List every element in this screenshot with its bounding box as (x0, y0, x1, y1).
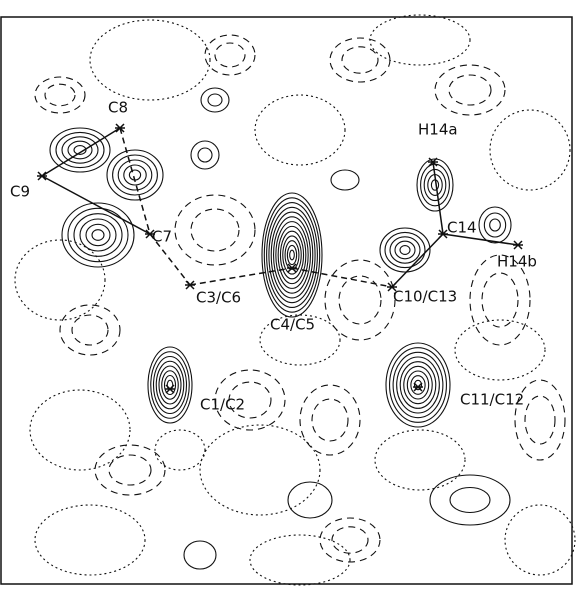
contour-negative (45, 84, 75, 106)
contour-zero (15, 240, 105, 320)
contour-negative (312, 399, 348, 441)
contour-negative (35, 77, 85, 113)
contour-zero (250, 535, 350, 585)
contour-positive (395, 241, 415, 259)
contour-negative (175, 195, 255, 265)
contour-negative (342, 47, 378, 73)
contour-zero (255, 95, 345, 165)
contour-positive (156, 361, 184, 409)
contour-positive (287, 245, 296, 264)
contour-positive (400, 362, 436, 409)
contour-positive (68, 208, 128, 261)
contour-negative (435, 65, 505, 115)
contour-zero (370, 15, 470, 65)
contour-positive (184, 541, 216, 569)
contour-negative (191, 209, 239, 251)
contour-zero (155, 430, 205, 470)
contour-negative (95, 445, 165, 495)
contour-zero (455, 320, 545, 380)
atom-label: C14 (447, 219, 477, 237)
bond (120, 128, 150, 234)
contour-zero (200, 425, 320, 515)
contour-positive (290, 250, 295, 260)
contour-positive (86, 224, 110, 245)
contour-map: C8 C9 C7 C3/C6 C4/C5 C10/C13 C14 H14a H14b C1/C2 C… (0, 0, 576, 587)
contour-negative (325, 260, 395, 340)
contour-zero (490, 110, 570, 190)
contour-positive (274, 217, 311, 293)
frame (1, 17, 572, 584)
contour-positive (68, 141, 92, 159)
contour-negative (332, 527, 368, 553)
contour-negative (109, 455, 151, 485)
contour-positive (107, 150, 163, 200)
contour-positive (390, 348, 447, 423)
contour-positive (450, 488, 490, 513)
atom-label: C9 (10, 183, 30, 201)
contour-positive (148, 347, 192, 423)
contour-positive (198, 148, 212, 162)
contour-positive (267, 203, 318, 308)
contour-positive (386, 343, 450, 427)
contour-positive (421, 164, 450, 206)
contour-positive (208, 94, 222, 106)
atom-marker (37, 172, 47, 180)
contour-positive (484, 213, 505, 237)
contour-negative (525, 396, 555, 444)
atom-label: C11/C12 (460, 391, 524, 409)
bonds (42, 128, 518, 287)
atom-label: C4/C5 (270, 316, 315, 334)
atom-marker (115, 124, 125, 132)
contour-positive (288, 482, 332, 518)
contour-positive (92, 230, 104, 241)
contour-zero (505, 505, 575, 575)
contour-negative (215, 43, 245, 67)
contour-zero (375, 430, 465, 490)
atom-label: C10/C13 (393, 288, 457, 306)
contour-positive (397, 357, 440, 413)
contour-positive (62, 203, 134, 267)
atom-marker (513, 241, 523, 249)
contour-negative (300, 385, 360, 455)
atom-marker (165, 385, 175, 393)
contour-positive (74, 214, 122, 257)
contour-positive (400, 246, 410, 255)
contour-positive (380, 228, 430, 272)
contour-positive (417, 159, 453, 211)
contour-positive (490, 219, 501, 231)
contour-positive (331, 170, 359, 190)
contour-zero (30, 390, 130, 470)
contour-positive (404, 366, 432, 403)
contour-positive (385, 232, 425, 267)
contour-positive (271, 212, 313, 298)
contour-zero (90, 20, 210, 100)
contour-positive (411, 376, 425, 395)
contour-positive (191, 141, 219, 169)
contour-positive (201, 88, 229, 112)
contour-negative (60, 305, 120, 355)
atom-label: C1/C2 (200, 396, 245, 414)
atom-label: H14a (418, 121, 458, 139)
atom-marker (287, 264, 297, 272)
contour-negative (330, 38, 390, 82)
contour-negative (449, 75, 491, 105)
contour-zero (35, 505, 145, 575)
contour-negative (205, 35, 255, 75)
contour-negative (482, 273, 518, 327)
contour-positive (113, 155, 158, 195)
contour-positive (124, 165, 146, 185)
atom-label: C8 (108, 99, 128, 117)
contour-positive (264, 198, 319, 312)
contours (15, 15, 575, 585)
atom-marker (185, 281, 195, 289)
contour-positive (280, 231, 303, 279)
contour-positive (430, 475, 510, 525)
atom-label: H14b (497, 253, 537, 271)
atom-label: C7 (152, 228, 172, 246)
contour-negative (72, 315, 108, 345)
atom-label: C3/C6 (196, 289, 241, 307)
